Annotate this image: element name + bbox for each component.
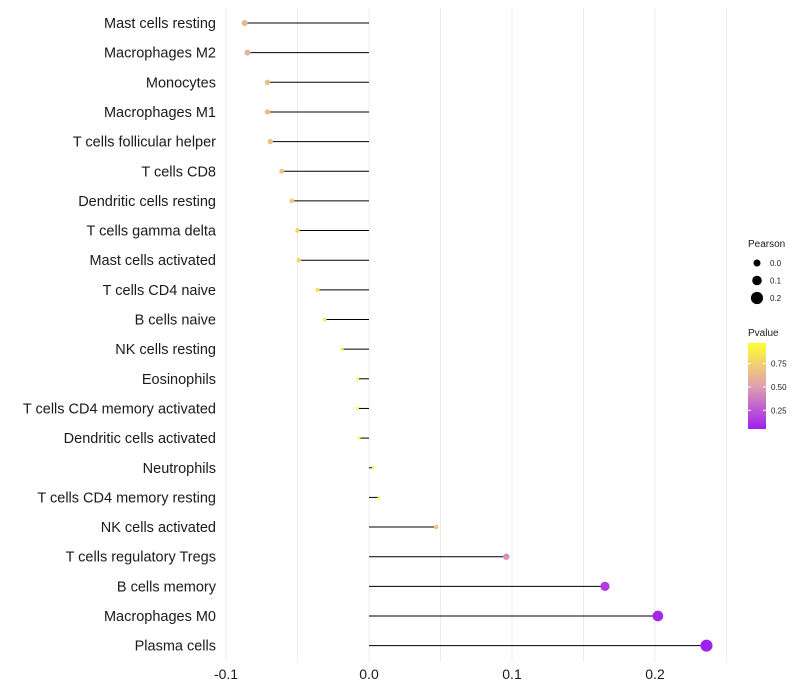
lollipop-point xyxy=(340,347,344,351)
lollipop-point xyxy=(315,287,320,292)
legend-size-label: 0.1 xyxy=(770,277,782,286)
lollipop-point xyxy=(652,610,664,622)
legend-size-label: 0.0 xyxy=(770,259,782,268)
lollipop-point xyxy=(377,495,381,499)
category-label: Eosinophils xyxy=(142,372,216,388)
category-label: T cells CD4 memory resting xyxy=(37,490,216,506)
legend-size-key xyxy=(753,259,761,267)
x-tick-label: 0.1 xyxy=(502,666,522,682)
lollipop-point xyxy=(600,581,610,591)
lollipop-point xyxy=(267,138,274,145)
lollipop-point xyxy=(357,436,361,440)
category-label: Dendritic cells activated xyxy=(64,431,216,447)
category-label: B cells memory xyxy=(117,579,217,595)
legend-colorbar xyxy=(748,343,766,429)
category-label: Plasma cells xyxy=(135,639,216,655)
lollipop-point xyxy=(295,228,300,233)
category-label: T cells CD8 xyxy=(141,164,216,180)
category-label: Macrophages M0 xyxy=(104,609,216,625)
category-label: NK cells resting xyxy=(115,342,216,358)
legend-size-key xyxy=(750,291,764,305)
category-label: T cells CD4 naive xyxy=(103,283,216,299)
category-label: Dendritic cells resting xyxy=(78,194,216,210)
lollipop-point xyxy=(322,317,327,322)
legend-color-title: Pvalue xyxy=(748,328,779,339)
x-tick-label: 0.2 xyxy=(645,666,665,682)
category-label: Macrophages M1 xyxy=(104,105,216,121)
lollipop-point xyxy=(356,406,360,410)
lollipop-point xyxy=(356,377,360,381)
lollipop-point xyxy=(264,109,271,115)
lollipop-point xyxy=(700,639,713,652)
x-tick-label: -0.1 xyxy=(214,666,238,682)
category-label: Monocytes xyxy=(146,75,216,91)
legend-color-label: 0.75 xyxy=(771,360,787,369)
category-label: Neutrophils xyxy=(143,461,216,477)
category-label: T cells gamma delta xyxy=(87,224,217,240)
legend-size-label: 0.2 xyxy=(770,294,782,303)
category-label: Macrophages M2 xyxy=(104,46,216,62)
lollipop-point xyxy=(296,257,302,263)
lollipop-point xyxy=(503,553,510,560)
x-tick-label: 0.0 xyxy=(359,666,379,682)
category-label: T cells regulatory Tregs xyxy=(66,550,216,566)
legend-color-label: 0.25 xyxy=(771,406,787,415)
legend-size-title: Pearson xyxy=(748,239,785,250)
category-label: B cells naive xyxy=(135,313,216,329)
category-label: T cells follicular helper xyxy=(73,135,216,151)
lollipop-point xyxy=(289,198,295,204)
legend-color-label: 0.50 xyxy=(771,383,787,392)
category-label: NK cells activated xyxy=(101,520,216,536)
lollipop-point xyxy=(241,19,248,27)
lollipop-point xyxy=(264,79,271,86)
legend-size-key xyxy=(752,275,762,286)
category-label: Mast cells resting xyxy=(104,16,216,32)
lollipop-point xyxy=(244,49,251,56)
lollipop-point xyxy=(279,168,285,174)
lollipop-point xyxy=(371,466,375,470)
category-label: T cells CD4 memory activated xyxy=(23,401,216,417)
category-label: Mast cells activated xyxy=(89,253,216,269)
lollipop-point xyxy=(433,524,439,530)
